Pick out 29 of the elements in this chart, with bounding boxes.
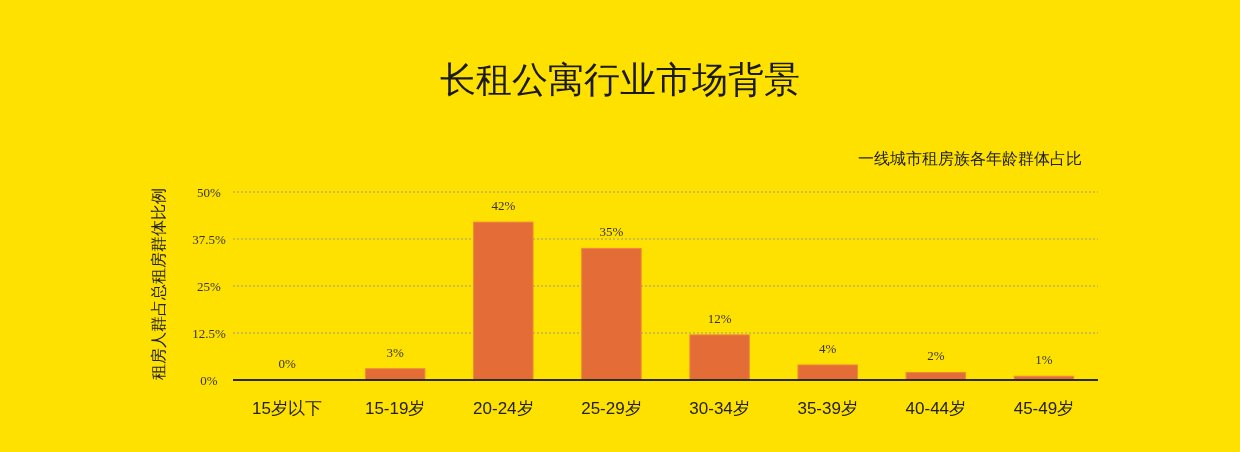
data-label: 35% bbox=[599, 224, 624, 240]
data-label: 1% bbox=[1035, 352, 1053, 368]
x-tick-label: 40-44岁 bbox=[905, 399, 967, 418]
bar bbox=[364, 368, 426, 381]
y-tick-label: 37.5% bbox=[192, 231, 226, 247]
data-label: 42% bbox=[491, 198, 516, 214]
bar bbox=[473, 221, 534, 381]
chart-title: 长租公寓行业市场背景 bbox=[440, 59, 800, 100]
y-tick-label: 25% bbox=[197, 278, 222, 294]
bar bbox=[689, 334, 750, 381]
x-tick-label: 15-19岁 bbox=[364, 399, 426, 418]
x-tick-label: 15岁以下 bbox=[252, 399, 323, 418]
y-tick-label: 0% bbox=[200, 372, 218, 388]
chart-subtitle: 一线城市租房族各年龄群体占比 bbox=[858, 150, 1082, 167]
data-label: 12% bbox=[707, 310, 732, 326]
data-label: 3% bbox=[386, 344, 405, 360]
bar bbox=[581, 247, 642, 381]
bar bbox=[797, 364, 858, 381]
x-tick-label: 25-29岁 bbox=[581, 399, 642, 418]
y-tick-label: 12.5% bbox=[192, 325, 226, 341]
x-tick-label: 30-34岁 bbox=[689, 399, 750, 418]
x-tick-label: 45-49岁 bbox=[1013, 399, 1075, 418]
y-tick-label: 50% bbox=[197, 184, 222, 200]
data-label: 2% bbox=[927, 348, 945, 364]
x-tick-label: 35-39岁 bbox=[797, 399, 858, 418]
data-label: 4% bbox=[819, 340, 837, 356]
y-axis-title: 租房人群占总租房群体比例 bbox=[150, 188, 167, 380]
data-label: 0% bbox=[278, 356, 296, 371]
x-tick-label: 20-24岁 bbox=[473, 399, 534, 418]
